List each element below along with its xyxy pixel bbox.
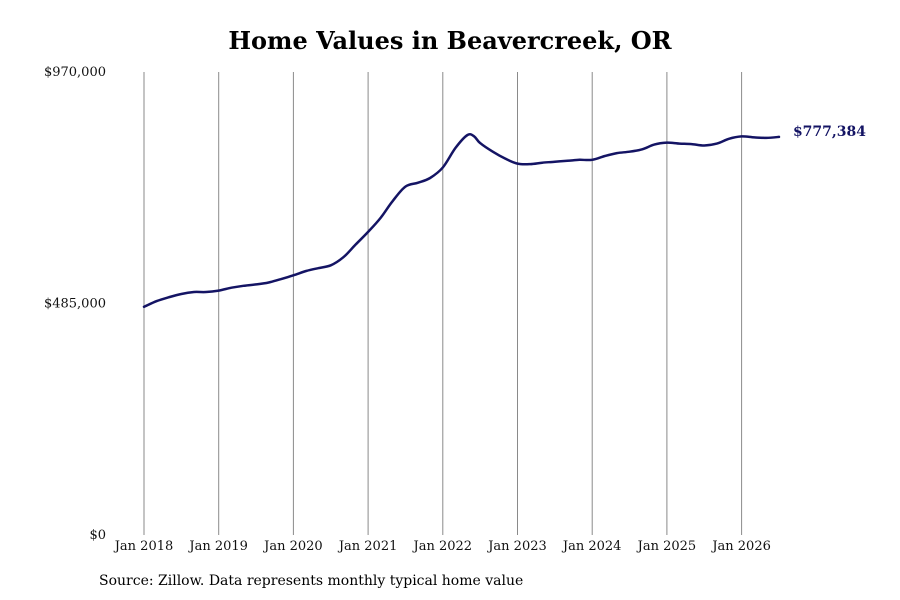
gridlines — [143, 72, 743, 535]
source-note: Source: Zillow. Data represents monthly … — [99, 573, 524, 589]
y-tick-label: $970,000 — [44, 65, 106, 80]
x-tick-label: Jan 2019 — [187, 539, 248, 554]
end-value-label: $777,384 — [793, 124, 866, 140]
series-group: $777,384 — [142, 124, 866, 309]
x-tick-label: Jan 2018 — [113, 539, 174, 554]
x-tick-label: Jan 2022 — [412, 539, 473, 554]
x-tick-label: Jan 2025 — [636, 539, 697, 554]
y-tick-label: $0 — [89, 528, 106, 543]
x-tick-label: Jan 2023 — [486, 539, 547, 554]
x-tick-label: Jan 2020 — [262, 539, 323, 554]
y-axis-ticks: $0 $485,000 $970,000 — [44, 65, 106, 543]
chart-title: Home Values in Beavercreek, OR — [228, 26, 672, 55]
x-axis-ticks: Jan 2018 Jan 2019 Jan 2020 Jan 2021 Jan 2022… — [113, 539, 771, 554]
x-tick-label: Jan 2021 — [337, 539, 398, 554]
y-tick-label: $485,000 — [44, 297, 106, 312]
x-tick-label: Jan 2024 — [561, 539, 622, 554]
x-tick-label: Jan 2026 — [710, 539, 771, 554]
series-line-0 — [142, 132, 781, 309]
